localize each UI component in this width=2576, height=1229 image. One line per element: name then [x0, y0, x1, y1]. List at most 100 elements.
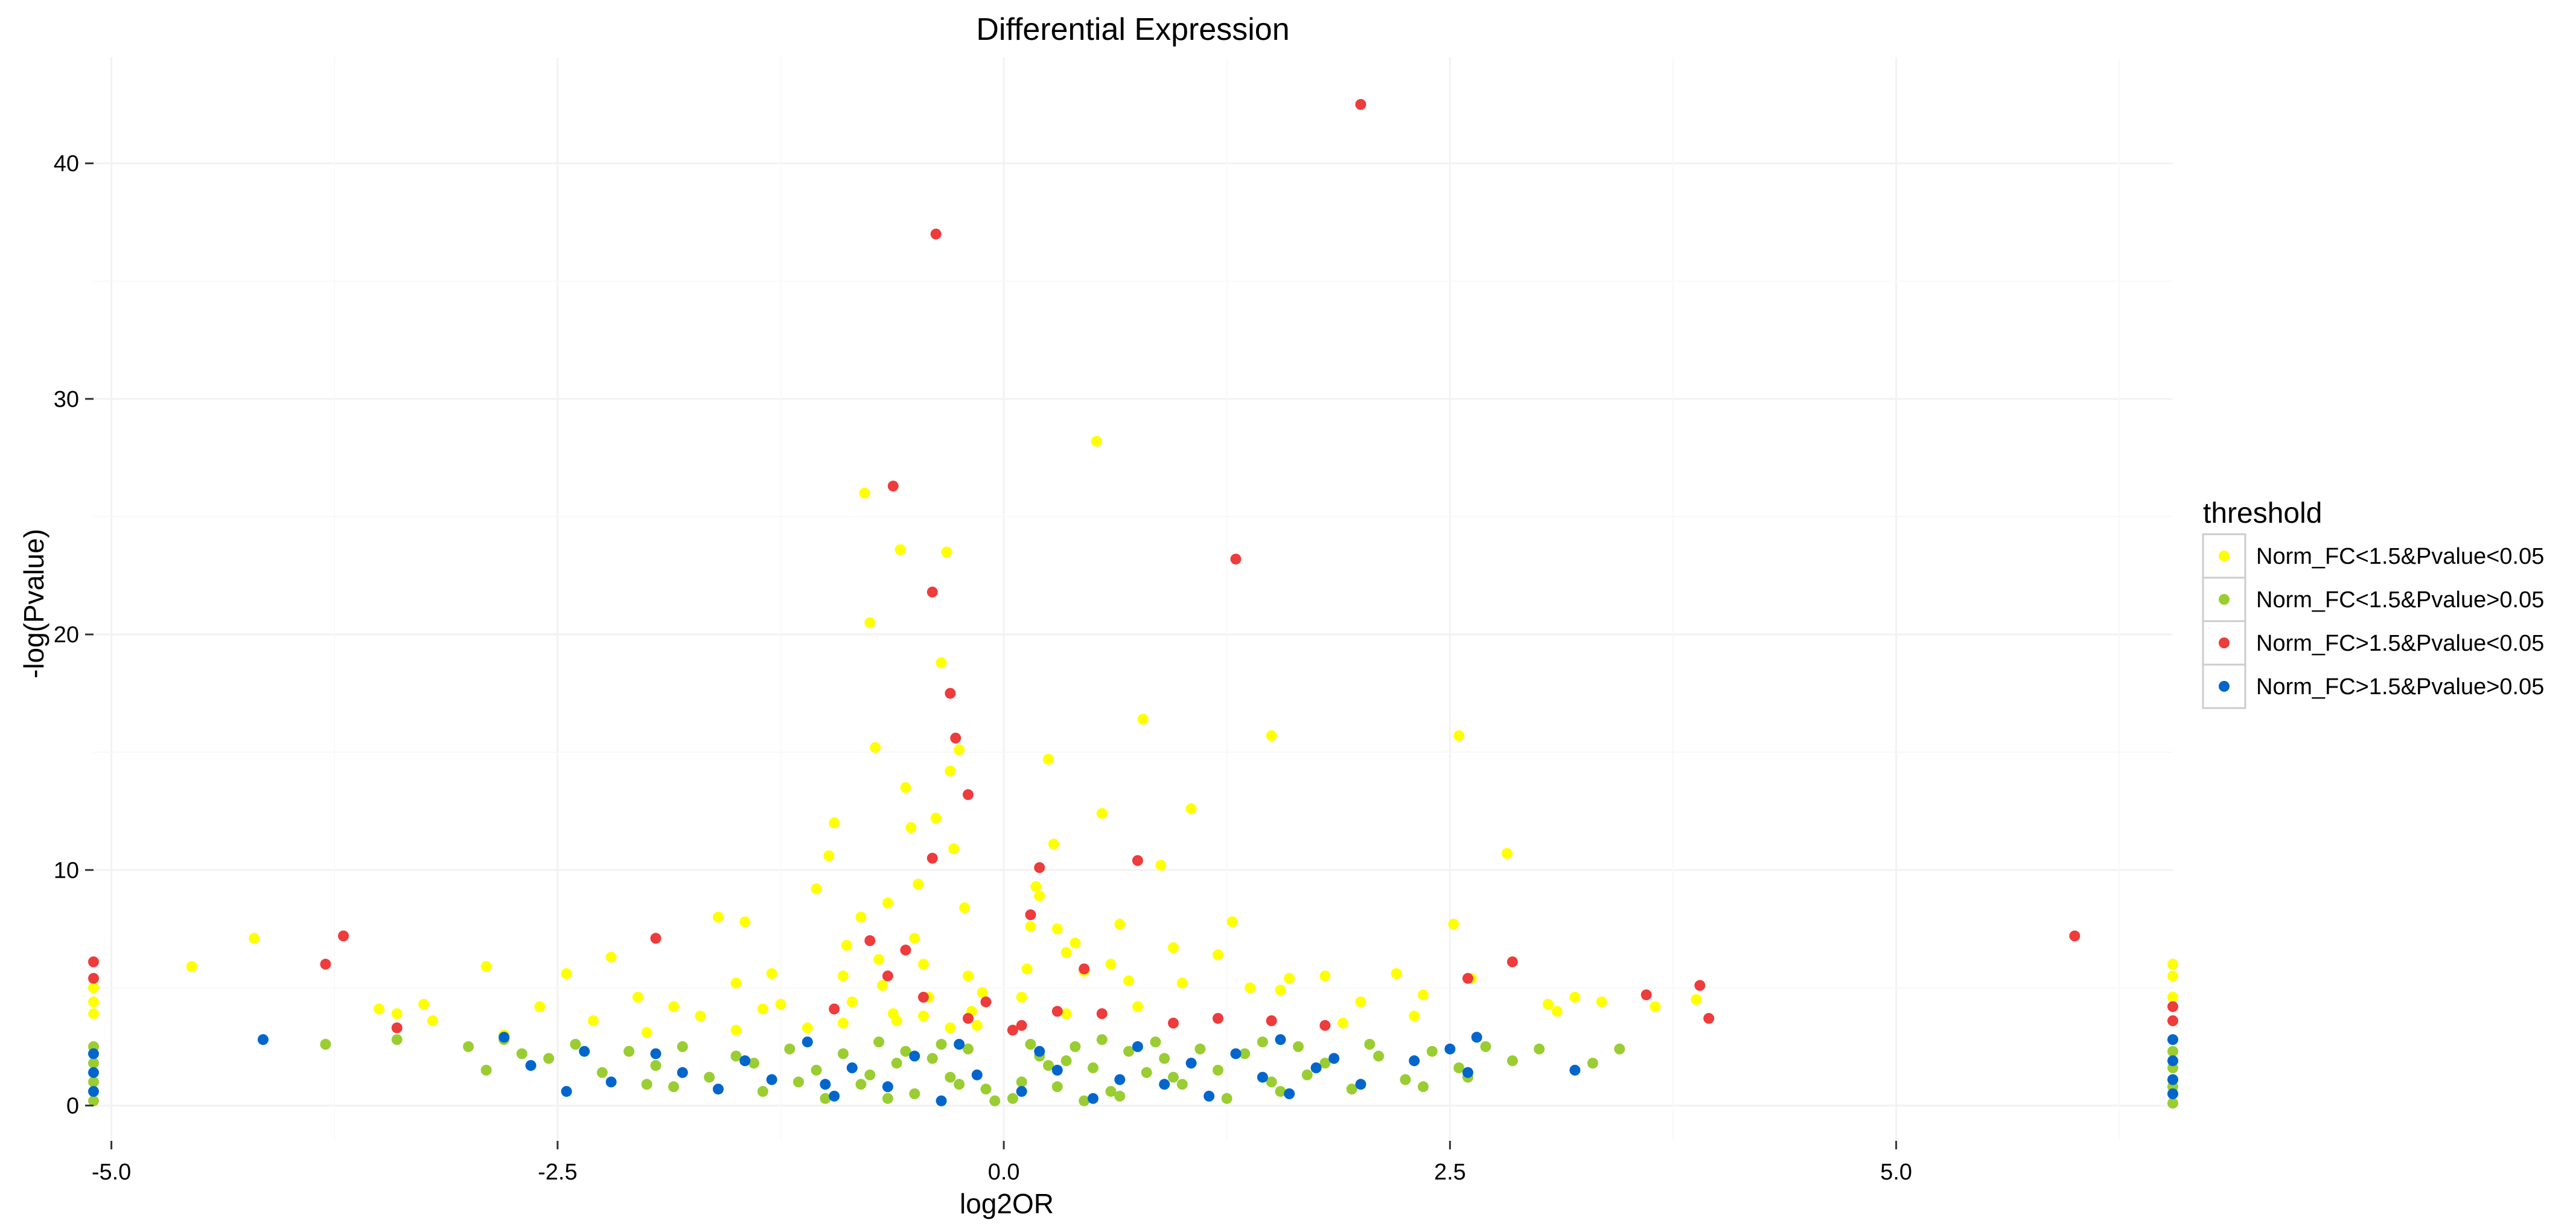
data-point — [1444, 1043, 1456, 1055]
data-point — [730, 977, 742, 989]
data-point — [1551, 1006, 1563, 1017]
legend-label: Norm_FC>1.5&Pvalue<0.05 — [2256, 631, 2544, 656]
data-point — [930, 812, 942, 824]
data-point — [320, 959, 331, 970]
data-point — [1051, 923, 1063, 934]
data-point — [704, 1071, 715, 1083]
data-point — [88, 972, 99, 984]
data-point — [954, 1079, 965, 1090]
data-point — [873, 954, 885, 965]
data-point — [887, 480, 899, 492]
data-point — [1266, 1015, 1277, 1026]
data-point — [480, 961, 492, 972]
data-point — [2167, 1088, 2178, 1099]
data-point — [1016, 992, 1027, 1003]
y-axis-label: -log(Pvalue) — [18, 529, 49, 678]
data-point — [2167, 1097, 2178, 1109]
data-point — [391, 1008, 403, 1020]
data-point — [588, 1015, 599, 1026]
data-point — [605, 951, 617, 963]
data-point — [989, 1095, 1001, 1106]
data-point — [846, 996, 858, 1007]
data-point — [516, 1048, 528, 1059]
data-point — [1088, 1093, 1098, 1104]
data-point — [88, 1058, 99, 1069]
data-point — [1096, 1034, 1108, 1045]
data-point — [1462, 1067, 1473, 1078]
y-tick-label: 0 — [66, 1093, 79, 1119]
data-point — [1021, 963, 1033, 975]
data-point — [757, 1086, 768, 1097]
data-point — [641, 1079, 652, 1090]
data-point — [877, 980, 888, 991]
data-point — [374, 1003, 385, 1015]
data-point — [1587, 1058, 1598, 1069]
data-point — [926, 1053, 938, 1064]
data-point — [1230, 554, 1242, 565]
data-point — [1328, 1053, 1340, 1064]
data-point — [677, 1041, 688, 1052]
data-point — [1091, 436, 1102, 447]
data-point — [950, 732, 961, 744]
data-point — [841, 940, 852, 951]
data-point — [1391, 968, 1402, 979]
data-point — [88, 1067, 99, 1078]
data-point — [829, 1090, 840, 1102]
data-point — [954, 744, 965, 756]
data-point — [936, 1039, 947, 1050]
data-point — [945, 688, 956, 699]
y-tick-label: 20 — [54, 622, 79, 648]
chart-title: Differential Expression — [976, 12, 1289, 47]
data-point — [1453, 730, 1465, 741]
data-point — [941, 546, 952, 558]
data-point — [1502, 848, 1513, 859]
data-point — [811, 1064, 822, 1076]
data-point — [980, 996, 992, 1007]
data-point — [534, 1001, 546, 1012]
data-point — [1088, 1062, 1098, 1073]
data-point — [1114, 1090, 1126, 1102]
data-point — [963, 1013, 974, 1024]
data-point — [1132, 855, 1143, 866]
data-point — [1275, 1086, 1286, 1097]
data-point — [1096, 1008, 1108, 1020]
data-point — [88, 982, 99, 994]
x-tick-label: -2.5 — [538, 1160, 577, 1185]
data-point — [668, 1001, 680, 1012]
data-point — [579, 1045, 590, 1057]
data-point — [1703, 1013, 1715, 1024]
x-tick-label: -5.0 — [92, 1160, 131, 1185]
data-point — [870, 742, 881, 753]
data-point — [1257, 1036, 1268, 1048]
data-point — [829, 1003, 840, 1015]
data-point — [1319, 970, 1331, 982]
data-point — [963, 789, 974, 800]
data-point — [855, 911, 867, 923]
data-point — [918, 1010, 929, 1022]
data-points — [88, 99, 2178, 1109]
data-point — [1239, 1048, 1251, 1059]
data-point — [1213, 949, 1223, 960]
data-point — [905, 822, 917, 833]
data-point — [695, 1010, 706, 1022]
data-point — [391, 1034, 403, 1045]
data-point — [1418, 989, 1429, 1001]
data-point — [186, 961, 197, 972]
data-point — [926, 852, 938, 864]
data-point — [2167, 959, 2178, 970]
data-point — [1426, 1045, 1438, 1057]
data-point — [1070, 937, 1081, 949]
y-tick-label: 10 — [54, 858, 79, 883]
data-point — [1694, 980, 1706, 991]
data-point — [954, 1039, 965, 1050]
data-point — [713, 911, 724, 923]
data-point — [1226, 916, 1238, 928]
data-point — [1060, 946, 1072, 958]
data-point — [1007, 1093, 1018, 1104]
data-point — [846, 1062, 858, 1073]
data-point — [739, 916, 751, 928]
data-point — [1221, 1093, 1232, 1104]
legend-label: Norm_FC<1.5&Pvalue>0.05 — [2256, 587, 2544, 613]
data-point — [971, 1020, 983, 1031]
